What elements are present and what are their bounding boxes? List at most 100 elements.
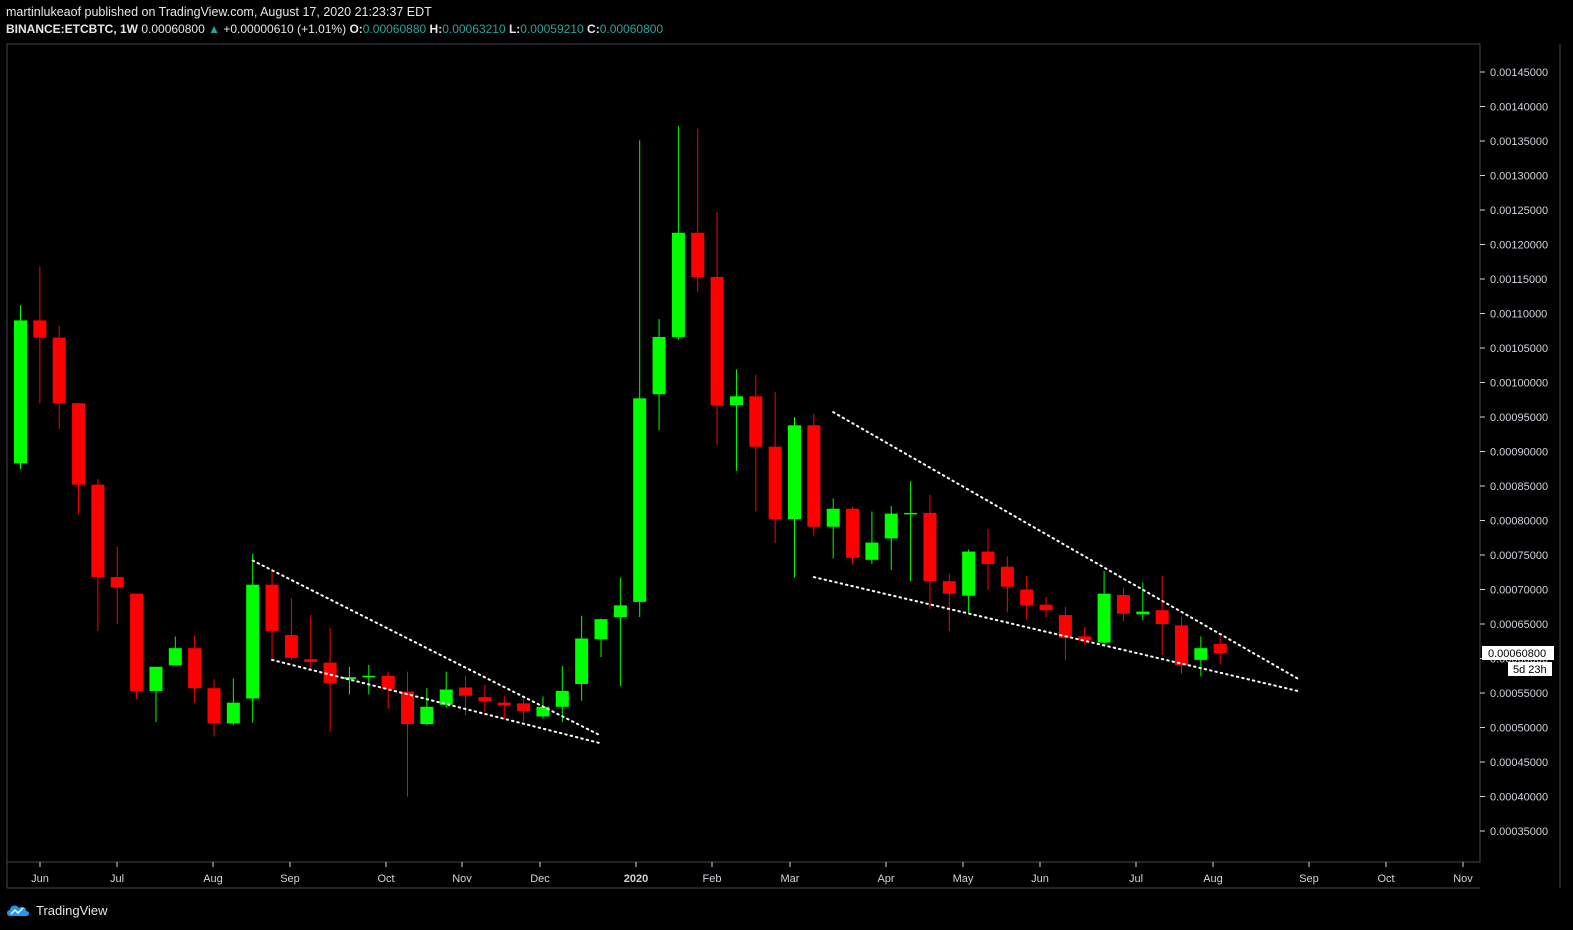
candle-body	[207, 688, 221, 724]
x-tick-label: Jul	[1129, 873, 1143, 885]
x-tick-label: Aug	[203, 873, 223, 885]
candle	[304, 615, 318, 668]
candle-body	[555, 690, 569, 707]
up-triangle-icon: ▲	[208, 22, 220, 36]
y-tick-label: 0.00065000	[1490, 619, 1548, 631]
y-tick-label: 0.00085000	[1490, 481, 1548, 493]
countdown-box	[1508, 661, 1552, 676]
candle	[1213, 636, 1227, 665]
candle-body	[633, 398, 647, 602]
current-price-label: 0.00060800	[1488, 648, 1546, 660]
trendline[interactable]	[251, 559, 602, 737]
low-label: L:	[508, 22, 521, 36]
candle	[1039, 597, 1053, 618]
y-tick-label: 0.00070000	[1490, 585, 1548, 597]
candle-body	[1039, 604, 1053, 611]
candle	[942, 573, 956, 631]
x-tick-label: Sep	[1299, 873, 1319, 885]
candle	[1058, 606, 1072, 660]
candle-body	[478, 697, 492, 702]
candle-body	[749, 396, 763, 447]
candle-body	[1194, 648, 1208, 660]
candle-body	[613, 605, 627, 618]
candle	[265, 568, 279, 660]
candles-group	[14, 125, 1227, 797]
candle	[1175, 617, 1188, 674]
candle-body	[1136, 611, 1150, 615]
candle	[188, 635, 202, 703]
candle-body	[923, 512, 937, 582]
low-value: 0.00059210	[520, 22, 584, 36]
candle	[420, 688, 434, 726]
candle-body	[497, 702, 511, 706]
tradingview-cloud-icon	[7, 905, 29, 916]
candle	[613, 577, 627, 687]
candle-body	[594, 619, 608, 640]
candle-body	[807, 425, 821, 527]
candle-body	[1175, 625, 1188, 666]
candle	[284, 598, 298, 660]
x-tick-label: Oct	[1377, 873, 1394, 885]
candle-body	[304, 659, 318, 662]
y-tick-label: 0.00130000	[1490, 171, 1548, 183]
candle-body	[14, 320, 27, 464]
candle	[149, 666, 163, 722]
candle-body	[110, 577, 124, 588]
candle-body	[381, 675, 395, 689]
x-tick-label: Aug	[1203, 873, 1223, 885]
x-tick-label: Nov	[452, 873, 472, 885]
candle	[807, 414, 821, 536]
candle	[788, 417, 801, 578]
x-tick-label: Sep	[280, 873, 300, 885]
trendline[interactable]	[832, 411, 1299, 680]
close-label: C:	[587, 22, 600, 36]
footer: TradingView	[6, 898, 108, 922]
candle-body	[671, 232, 685, 337]
trendline[interactable]	[271, 658, 602, 745]
candle	[749, 374, 763, 512]
y-axis[interactable]: 0.00035000 0.00040000 0.00045000 0.00050000…	[1480, 67, 1548, 838]
close-value: 0.00060800	[599, 22, 664, 36]
x-axis[interactable]: Jun Jul Aug Sep Oct Nov Dec 2020 Feb Mar Apr May Jun…	[31, 862, 1473, 885]
candle-body	[439, 689, 453, 705]
y-tick-label: 0.00120000	[1490, 240, 1548, 252]
y-tick-label: 0.00050000	[1490, 723, 1548, 735]
candle-body	[981, 551, 995, 564]
publisher-line: martinlukeaof published on TradingView.c…	[6, 5, 432, 19]
candle	[342, 666, 356, 695]
candle	[555, 666, 569, 722]
x-tick-label: Oct	[377, 873, 394, 885]
candle-body	[1078, 636, 1092, 641]
candle-body	[130, 593, 144, 691]
candle	[168, 636, 182, 666]
y-tick-label: 0.00055000	[1490, 688, 1548, 700]
candle	[904, 481, 918, 582]
candle-body	[942, 581, 956, 594]
candle	[691, 128, 705, 293]
candle	[846, 506, 860, 564]
x-tick-label: Apr	[877, 873, 894, 885]
candle	[962, 549, 976, 613]
candle	[1020, 575, 1034, 620]
open-label: O:	[349, 22, 363, 36]
x-tick-label: May	[953, 873, 974, 885]
candle	[1136, 582, 1150, 620]
candle	[633, 140, 647, 618]
plot-frame	[6, 43, 1481, 863]
open-value: 0.00060880	[362, 22, 427, 36]
candle-body	[459, 687, 473, 696]
chart-header: martinlukeaof published on TradingView.c…	[6, 4, 663, 38]
y-tick-label: 0.00140000	[1490, 102, 1548, 114]
symbol-name: BINANCE:ETCBTC, 1W	[6, 22, 138, 36]
countdown-label: 5d 23h	[1513, 664, 1547, 676]
candle-body	[691, 232, 705, 277]
candle	[865, 511, 879, 564]
candle-body	[1020, 589, 1034, 606]
candle	[439, 671, 453, 708]
candle-body	[517, 703, 531, 711]
y-tick-label: 0.00095000	[1490, 412, 1548, 424]
candle	[1097, 570, 1111, 646]
x-tick-label: 2020	[624, 873, 648, 885]
trendline[interactable]	[812, 576, 1299, 692]
